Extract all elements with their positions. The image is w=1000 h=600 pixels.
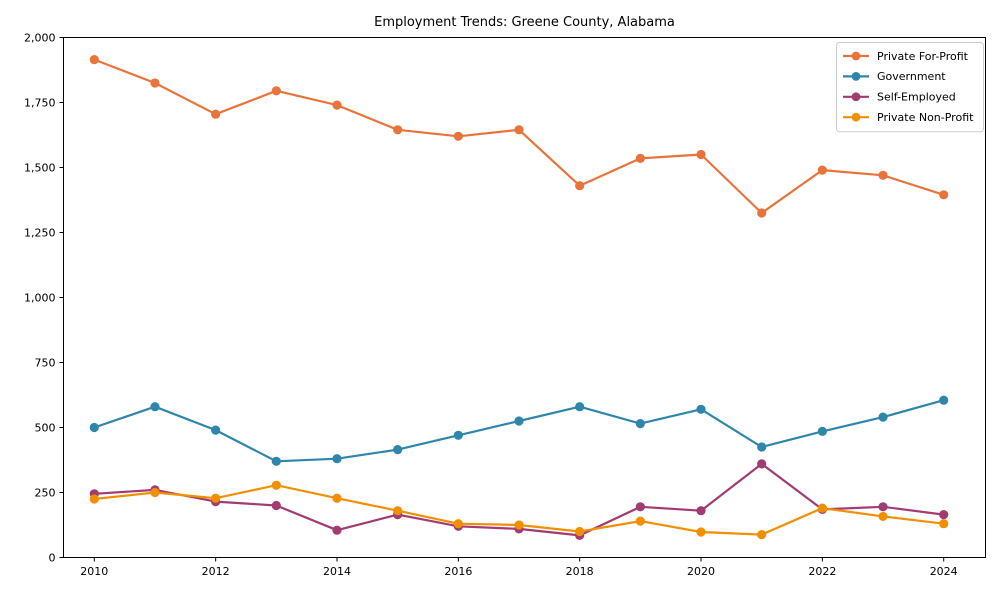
data-point-government-2024 [939, 395, 949, 405]
x-axis-tick-label: 2016 [444, 565, 472, 578]
data-point-private-for-profit-2011 [150, 78, 160, 88]
data-point-private-non-profit-2021 [757, 530, 767, 540]
data-point-private-non-profit-2023 [878, 511, 888, 522]
data-point-private-for-profit-2021 [757, 208, 767, 218]
legend-box [836, 42, 984, 133]
x-axis-tick-label: 2024 [930, 565, 958, 578]
data-point-government-2021 [757, 442, 767, 452]
legend-marker-self-employed [851, 92, 861, 102]
series-government [89, 395, 949, 466]
data-point-government-2011 [150, 402, 160, 412]
data-point-self-employed-2021 [757, 459, 767, 469]
y-axis-tick-label: 1,250 [24, 226, 56, 239]
data-point-private-for-profit-2023 [878, 170, 888, 180]
data-point-government-2016 [453, 430, 463, 440]
x-axis-tick-label: 2014 [323, 565, 351, 578]
data-point-self-employed-2023 [878, 502, 888, 512]
data-point-private-non-profit-2016 [453, 519, 463, 529]
data-point-private-non-profit-2022 [817, 503, 827, 513]
data-point-self-employed-2024 [939, 509, 949, 520]
data-point-private-non-profit-2014 [332, 493, 342, 503]
data-point-private-for-profit-2024 [939, 190, 949, 200]
y-axis-tick-label: 0 [49, 551, 56, 564]
data-point-private-for-profit-2013 [271, 86, 281, 96]
data-point-government-2020 [696, 404, 706, 414]
data-point-private-non-profit-2017 [514, 520, 524, 530]
data-point-government-2019 [635, 419, 645, 429]
data-point-private-for-profit-2020 [696, 149, 706, 160]
legend-item-self-employed: Self-Employed [843, 91, 956, 104]
data-point-government-2015 [393, 445, 403, 455]
data-point-government-2022 [817, 426, 827, 436]
data-point-private-non-profit-2018 [575, 526, 585, 537]
x-axis-tick-label: 2018 [566, 565, 594, 578]
y-axis-tick-label: 2,000 [24, 31, 56, 44]
data-point-government-2012 [211, 425, 221, 435]
legend-item-private-for-profit: Private For-Profit [843, 50, 969, 63]
data-point-private-for-profit-2012 [211, 109, 221, 119]
data-point-private-non-profit-2010 [89, 494, 99, 504]
series-line-private-for-profit [93, 58, 945, 215]
data-point-private-for-profit-2010 [89, 55, 99, 65]
data-point-private-non-profit-2012 [211, 493, 221, 503]
legend-label-private-non-profit: Private Non-Profit [877, 111, 974, 124]
legend-label-self-employed: Self-Employed [877, 91, 956, 104]
data-point-private-non-profit-2015 [393, 506, 403, 516]
series-private-non-profit [89, 480, 949, 540]
data-point-government-2010 [89, 422, 99, 433]
data-point-self-employed-2019 [635, 502, 645, 512]
data-point-government-2023 [878, 412, 888, 422]
data-point-government-2018 [575, 402, 585, 412]
data-point-private-for-profit-2015 [393, 125, 403, 135]
data-point-private-non-profit-2019 [635, 516, 645, 526]
legend-item-private-non-profit: Private Non-Profit [843, 111, 974, 124]
data-point-self-employed-2013 [271, 500, 281, 511]
legend-label-private-for-profit: Private For-Profit [877, 50, 969, 63]
data-point-private-for-profit-2018 [575, 181, 585, 191]
data-point-private-non-profit-2013 [271, 480, 281, 490]
data-point-government-2013 [271, 456, 281, 466]
x-axis-tick-label: 2020 [687, 565, 715, 578]
data-point-government-2017 [514, 416, 524, 426]
data-point-government-2014 [332, 454, 342, 464]
data-point-private-for-profit-2017 [514, 125, 524, 135]
data-point-private-for-profit-2014 [332, 100, 342, 110]
x-axis-tick-label: 2022 [808, 565, 836, 578]
y-axis-tick-label: 1,750 [24, 96, 56, 109]
data-point-private-non-profit-2024 [939, 519, 949, 529]
y-axis-tick-label: 500 [35, 421, 56, 434]
series-private-for-profit [89, 55, 949, 218]
data-point-private-for-profit-2016 [453, 131, 463, 141]
data-point-private-non-profit-2020 [696, 527, 706, 537]
data-point-private-for-profit-2022 [817, 165, 827, 175]
data-point-self-employed-2020 [696, 506, 706, 516]
data-point-self-employed-2014 [332, 525, 342, 535]
legend: Private For-Profit Government Self-Employe… [836, 42, 984, 133]
y-axis-tick-label: 750 [35, 356, 56, 369]
x-axis-tick-label: 2012 [202, 565, 230, 578]
legend-marker-private-for-profit [851, 51, 861, 61]
y-axis-tick-label: 250 [35, 486, 56, 499]
data-point-private-for-profit-2019 [635, 153, 645, 163]
y-axis-tick-label: 1,500 [24, 161, 56, 174]
x-axis-tick-label: 2010 [80, 565, 108, 578]
data-point-private-non-profit-2011 [150, 487, 160, 498]
chart-title: Employment Trends: Greene County, Alabam… [374, 15, 675, 30]
y-axis-tick-label: 1,000 [24, 291, 56, 304]
legend-label-government: Government [877, 70, 946, 83]
legend-marker-government [851, 72, 861, 81]
series-line-government [93, 399, 945, 463]
legend-item-government: Government [843, 70, 946, 83]
legend-marker-private-non-profit [851, 112, 861, 122]
